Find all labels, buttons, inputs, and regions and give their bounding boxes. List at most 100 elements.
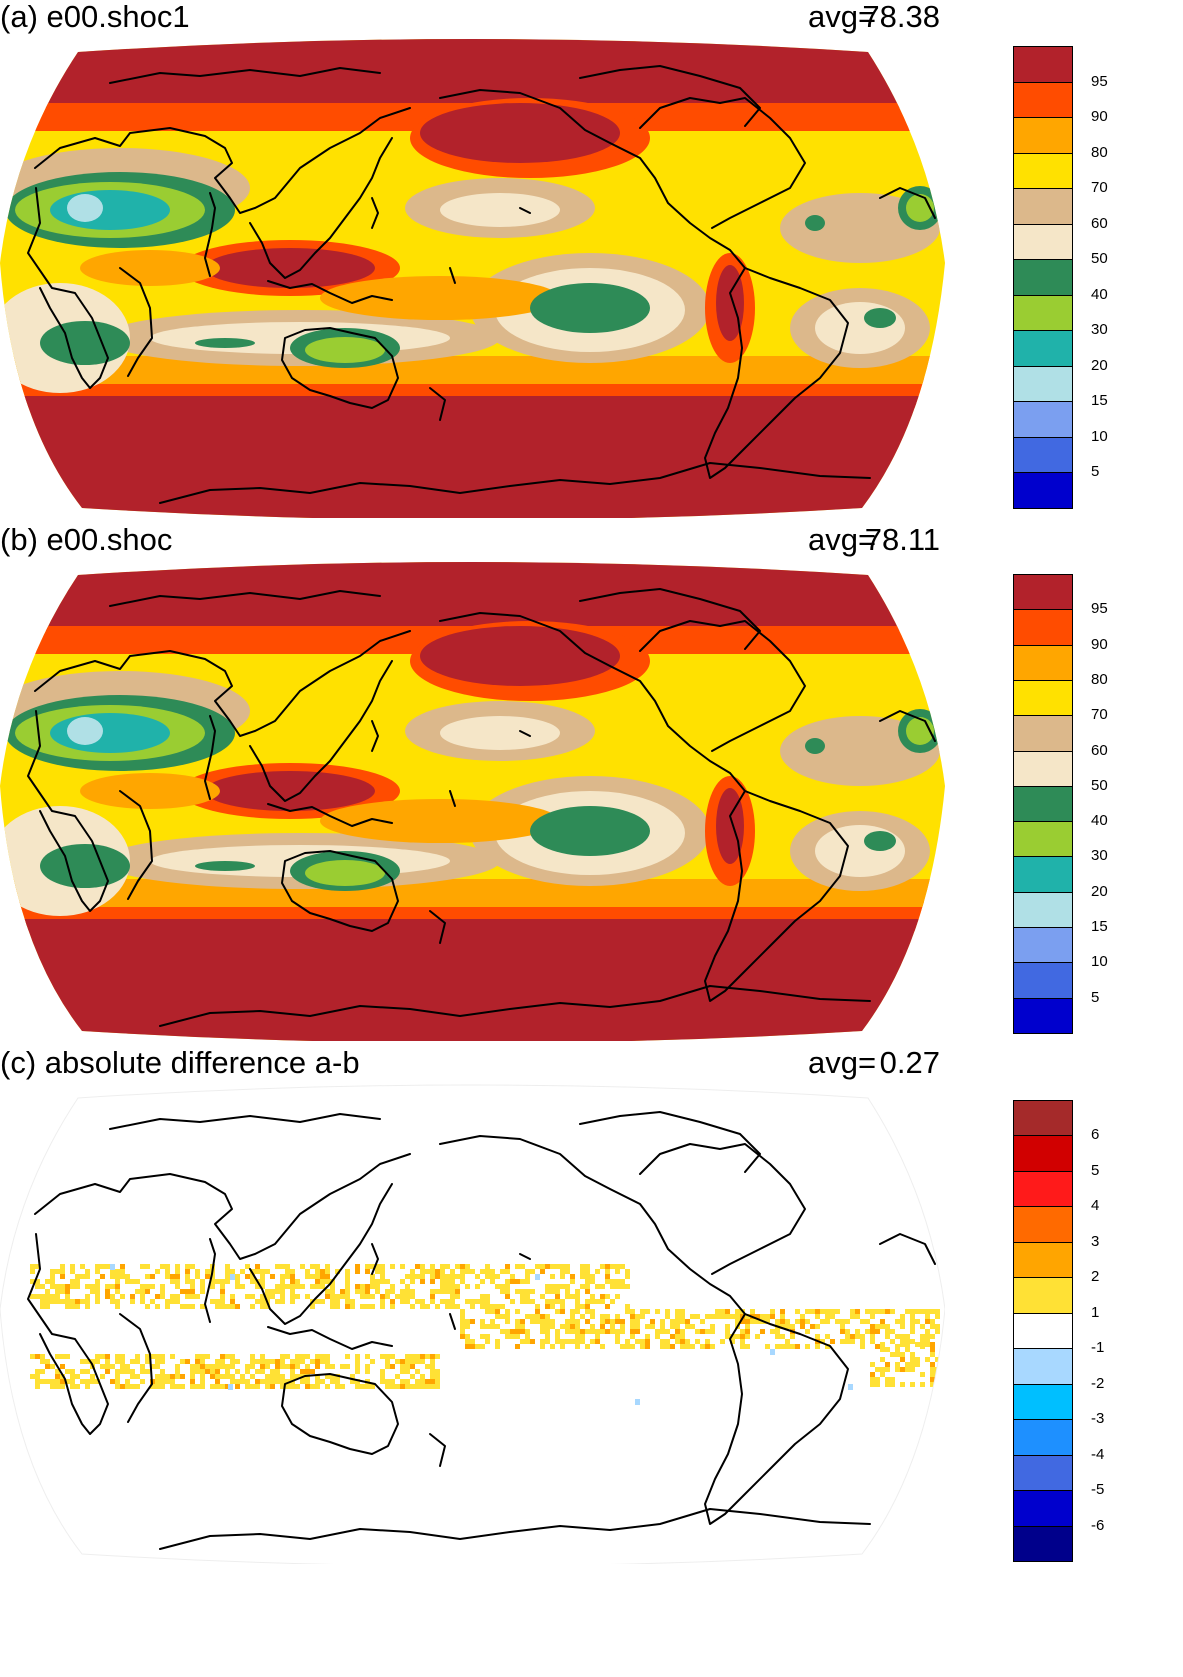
diff-cell: [390, 1289, 395, 1294]
diff-cell: [130, 1384, 135, 1389]
colorbar-tick-label: 30: [1091, 321, 1108, 339]
diff-cell: [70, 1264, 75, 1269]
coastline: [249, 660, 393, 802]
diff-cell: [530, 1299, 535, 1304]
colorbar-swatch: [1013, 785, 1073, 823]
diff-cell: [280, 1279, 285, 1284]
diff-cell: [80, 1369, 85, 1374]
diff-cell: [900, 1334, 905, 1339]
diff-cell: [525, 1279, 530, 1284]
diff-cell: [75, 1299, 80, 1304]
diff-cell: [490, 1279, 495, 1284]
diff-cell: [890, 1339, 895, 1344]
diff-cell: [115, 1369, 120, 1374]
colorbar-swatch: [1013, 46, 1073, 83]
diff-cell: [200, 1279, 205, 1284]
diff-cell: [520, 1289, 525, 1294]
diff-cell: [60, 1269, 65, 1274]
diff-cell: [810, 1309, 815, 1314]
diff-cell: [455, 1284, 460, 1289]
diff-cell: [300, 1284, 305, 1289]
diff-cell: [420, 1274, 425, 1279]
diff-cell: [300, 1359, 305, 1364]
diff-cell: [60, 1354, 65, 1359]
diff-cell: [290, 1359, 295, 1364]
cloud-field: [40, 844, 130, 888]
coastline: [639, 620, 806, 752]
diff-cell: [120, 1264, 125, 1269]
diff-cell: [225, 1304, 230, 1309]
diff-cell: [190, 1264, 195, 1269]
diff-cell: [270, 1379, 275, 1384]
diff-cell: [785, 1339, 790, 1344]
diff-cell: [730, 1339, 735, 1344]
diff-cell: [630, 1309, 635, 1314]
diff-cell: [545, 1284, 550, 1289]
diff-cell: [565, 1269, 570, 1274]
diff-cell: [335, 1269, 340, 1274]
diff-cell: [40, 1359, 45, 1364]
diff-cell: [280, 1289, 285, 1294]
diff-cell: [270, 1369, 275, 1374]
diff-cell: [500, 1329, 505, 1334]
diff-cell: [290, 1284, 295, 1289]
diff-cell: [325, 1384, 330, 1389]
diff-cell: [130, 1374, 135, 1379]
diff-cell: [700, 1329, 705, 1334]
diff-cell: [770, 1314, 775, 1319]
diff-cell: [190, 1379, 195, 1384]
diff-cell: [505, 1294, 510, 1299]
diff-cell: [245, 1294, 250, 1299]
diff-cell: [290, 1369, 295, 1374]
diff-cell: [590, 1314, 595, 1319]
diff-cell: [65, 1379, 70, 1384]
diff-cell: [140, 1294, 145, 1299]
diff-cell: [275, 1369, 280, 1374]
cloud-field: [80, 773, 220, 809]
diff-cell: [505, 1329, 510, 1334]
diff-cell: [655, 1309, 660, 1314]
diff-cell: [225, 1264, 230, 1269]
diff-cell: [485, 1264, 490, 1269]
diff-cell: [645, 1339, 650, 1344]
diff-cell: [365, 1304, 370, 1309]
diff-cell: [590, 1299, 595, 1304]
colorbar-tick-label: -3: [1091, 1410, 1105, 1428]
diff-cell: [595, 1334, 600, 1339]
diff-cell: [370, 1279, 375, 1284]
diff-cell: [410, 1294, 415, 1299]
diff-cell: [800, 1314, 805, 1319]
panel-average: avg= 78.38: [808, 0, 940, 34]
diff-cell: [635, 1324, 640, 1329]
diff-cell: [815, 1309, 820, 1314]
diff-cell: [865, 1329, 870, 1334]
diff-cell: [405, 1379, 410, 1384]
diff-cell: [175, 1264, 180, 1269]
diff-cell: [690, 1324, 695, 1329]
diff-cell: [500, 1269, 505, 1274]
diff-cell: [55, 1374, 60, 1379]
diff-cell: [900, 1352, 905, 1357]
diff-cell: [665, 1329, 670, 1334]
diff-cell: [390, 1284, 395, 1289]
diff-cell: [245, 1384, 250, 1389]
diff-cell: [550, 1289, 555, 1294]
diff-cell: [405, 1274, 410, 1279]
diff-cell: [215, 1364, 220, 1369]
diff-cell: [35, 1379, 40, 1384]
diff-cell: [780, 1324, 785, 1329]
diff-cell-negative: [635, 1399, 640, 1405]
coastline: [704, 790, 849, 1002]
diff-cell: [610, 1279, 615, 1284]
diff-cell: [440, 1269, 445, 1274]
diff-cell: [330, 1379, 335, 1384]
diff-cell: [875, 1382, 880, 1387]
diff-cell: [540, 1294, 545, 1299]
diff-cell: [100, 1364, 105, 1369]
coastlines: [27, 1111, 936, 1550]
diff-cell: [495, 1304, 500, 1309]
diff-cell: [495, 1274, 500, 1279]
colorbar-tick-label: 2: [1091, 1268, 1100, 1286]
diff-cell: [330, 1284, 335, 1289]
cloud-field: [195, 861, 255, 871]
